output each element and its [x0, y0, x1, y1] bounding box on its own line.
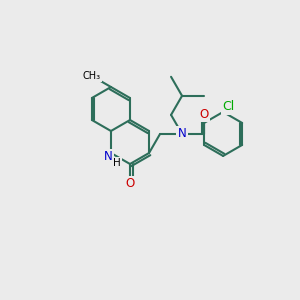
Text: CH₃: CH₃	[83, 71, 101, 81]
Text: O: O	[200, 108, 209, 121]
Text: N: N	[178, 128, 186, 140]
Text: Cl: Cl	[222, 100, 234, 113]
Text: O: O	[125, 177, 135, 190]
Text: H: H	[113, 158, 121, 168]
Text: N: N	[103, 151, 112, 164]
